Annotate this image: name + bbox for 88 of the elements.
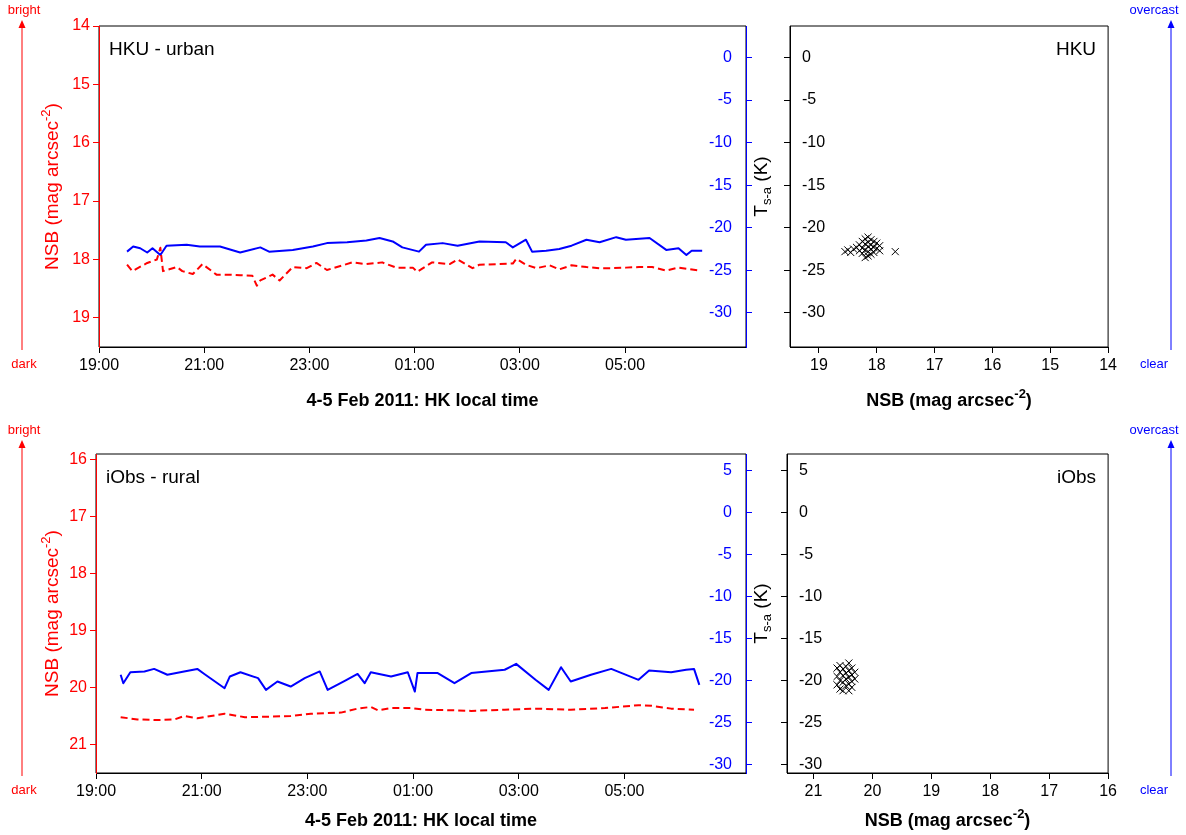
x-axis-title: 4-5 Feb 2011: HK local time [306,389,539,410]
y2-tick-label: -15 [708,629,733,647]
x-tick-label: 17 [925,356,944,374]
annotation: iObs - rural [106,465,200,487]
y-axis-title: Ts-a (K) [750,583,775,644]
text: bright [7,2,41,17]
annotation: HKU [1055,37,1097,59]
y2-tick-label: 0 [723,503,733,521]
x-tick-label: 05:00 [604,782,645,800]
x-tick-label: 16 [1099,782,1118,800]
point [849,245,858,254]
y2-tick-label: -5 [717,90,733,108]
y-tick-label: 18 [72,249,91,267]
x-tick-label: 15 [1041,356,1060,374]
y-tick-label: 0 [799,503,808,521]
text: dark [11,356,37,371]
point [846,248,855,257]
x-tick-label: 16 [983,356,1002,374]
y-tick-label: -30 [802,303,826,321]
x-tick-label: 01:00 [393,782,434,800]
x-tick-label: 21:00 [184,356,225,374]
point [843,245,852,254]
annotation: iObs [1057,465,1097,487]
y-tick-label: -5 [802,90,817,108]
y2-tick-label: -15 [708,175,733,193]
x-tick-label: 05:00 [604,356,646,374]
y-tick-label: 14 [72,16,91,34]
line-series [119,704,696,722]
x-tick-label: 03:00 [499,356,540,374]
x-axis-title: 4-5 Feb 2011: HK local time [304,809,538,830]
x-tick-label: 19 [922,782,941,800]
y-tick-label: 0 [802,47,811,65]
line-series [126,246,700,287]
y2-tick-label: -20 [708,218,733,236]
y-tick-label: 21 [69,734,88,752]
y-tick-label: 18 [69,564,88,582]
y-tick-label: 19 [69,621,88,638]
y-tick-label: 19 [72,308,91,326]
x-tick-label: 23:00 [289,356,330,374]
x-tick-label: 17 [1040,782,1059,800]
x-tick-label: 19:00 [78,356,120,374]
y-tick-label: 5 [799,461,808,479]
y-tick-label: -10 [799,587,823,605]
point [852,243,861,252]
y-tick-label: -25 [802,260,826,278]
y-tick-label: 17 [69,507,88,525]
annotation: HKU - urban [109,37,215,59]
y-tick-label: 20 [69,677,88,695]
y-tick-label: 16 [72,133,91,151]
y2-tick-label: -20 [708,671,733,689]
x-tick-label: 18 [867,356,886,374]
x-tick-label: 23:00 [287,782,328,800]
y2-tick-label: 0 [723,47,733,65]
y-tick-label: -10 [802,133,826,151]
x-tick-label: 03:00 [498,782,539,800]
y-axis-title: Ts-a (K) [750,156,775,217]
x-tick-label: 01:00 [394,356,435,374]
x-tick-label: 20 [863,782,882,800]
y-tick-label: -5 [799,545,814,563]
point [840,247,849,256]
point [891,247,900,256]
x-tick-label: 14 [1099,356,1118,374]
y2-tick-label: 5 [723,461,733,479]
y-tick-label: -15 [802,175,826,193]
y-tick-label: -25 [799,713,823,731]
x-tick-label: 19:00 [75,782,117,800]
y2-tick-label: -10 [708,133,733,151]
text: overcast [1129,2,1179,17]
y-tick-label: -30 [799,755,823,773]
y2-tick-label: -10 [708,587,733,605]
text: overcast [1129,422,1179,437]
y-tick-label: 15 [72,74,91,92]
text: bright [7,422,41,437]
y2-tick-label: -25 [708,713,733,731]
text: clear [1139,782,1169,797]
y2-tick-label: -30 [708,303,733,321]
x-tick-label: 21:00 [181,782,222,800]
y-tick-label: 17 [72,191,91,209]
text: clear [1139,356,1169,371]
y-tick-label: -20 [802,218,826,236]
text: dark [11,782,37,797]
y2-tick-label: -30 [708,755,733,773]
y-tick-label: -15 [799,629,823,647]
y-tick-label: -20 [799,671,823,689]
y2-tick-label: -5 [717,545,733,563]
x-tick-label: 18 [981,782,1000,800]
y2-tick-label: -25 [708,260,733,278]
y-tick-label: 16 [69,450,88,468]
